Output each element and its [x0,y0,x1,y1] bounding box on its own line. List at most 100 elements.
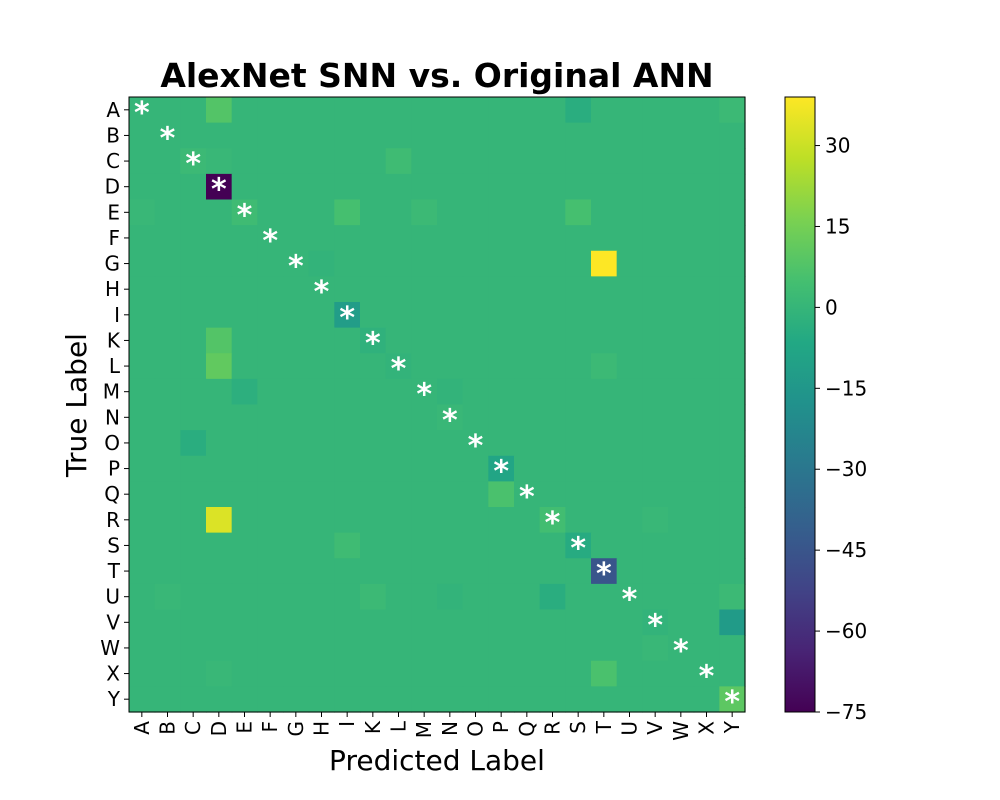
heatmap-cell-C-O [462,148,489,175]
heatmap-cell-W-F [257,635,284,662]
heatmap-cell-P-Y [719,455,746,482]
heatmap-cell-C-A [129,148,156,175]
heatmap-cell-R-L [385,507,412,534]
heatmap-cell-V-S [565,609,592,636]
heatmap-cell-I-W [668,302,695,329]
heatmap-cell-Y-P [488,686,515,713]
heatmap-cell-P-D [206,455,233,482]
heatmap-cell-I-X [693,302,720,329]
heatmap-cell-V-W [668,609,695,636]
heatmap-cell-R-W [668,507,695,534]
heatmap-cell-X-A [129,660,156,687]
heatmap-cell-E-X [693,199,720,226]
heatmap-cell-O-M [411,430,438,457]
heatmap-cell-K-C [180,327,207,354]
heatmap-cell-X-X [693,660,720,687]
heatmap-cell-G-D [206,250,233,277]
heatmap-cell-O-C [180,430,207,457]
heatmap-cell-Y-B [154,686,181,713]
y-tick-label: Y [107,687,121,711]
x-tick-label: L [387,720,411,732]
heatmap-cell-W-L [385,635,412,662]
heatmap-cell-O-R [539,430,566,457]
heatmap-cell-U-U [616,583,643,611]
heatmap-cell-X-H [308,660,335,687]
heatmap-cell-C-Q [514,148,541,175]
heatmap-cell-P-T [591,455,618,482]
heatmap-cell-Q-U [616,481,643,508]
heatmap-cell-X-D [206,660,233,687]
heatmap-cell-E-D [206,199,233,226]
heatmap-cell-G-C [180,250,207,277]
heatmap-cell-P-H [308,455,335,482]
heatmap-cell-M-B [154,378,181,406]
heatmap-cell-W-E [231,635,258,662]
heatmap-cell-H-X [693,276,720,303]
heatmap-cell-U-S [565,583,592,611]
heatmap-cell-E-P [488,199,515,226]
heatmap-cell-D-V [642,173,669,201]
heatmap-cell-X-V [642,660,669,687]
heatmap-cell-S-G [283,532,310,559]
heatmap-cell-F-W [668,225,695,252]
heatmap-cell-A-H [308,97,335,124]
heatmap-cell-A-V [642,97,669,124]
heatmap-cell-K-V [642,327,669,354]
heatmap-cell-C-E [231,148,258,175]
heatmap-cell-S-A [129,532,156,559]
heatmap-cell-K-P [488,327,515,354]
heatmap-cell-B-Y [719,122,746,149]
heatmap-cell-B-T [591,122,618,149]
heatmap-cell-V-M [411,609,438,636]
heatmap-cell-U-C [180,583,207,611]
heatmap-cell-H-I [334,276,361,303]
heatmap-cell-Q-D [206,481,233,508]
heatmap-cell-H-B [154,276,181,303]
heatmap-cell-W-H [308,635,335,662]
heatmap-cell-W-Y [719,635,746,662]
heatmap-cell-S-T [591,532,618,559]
heatmap-cell-I-H [308,302,335,329]
heatmap-cell-D-I [334,173,361,201]
diagonal-marker: * [237,198,253,233]
heatmap-cell-Q-C [180,481,207,508]
heatmap-cell-D-U [616,173,643,201]
heatmap-cell-X-K [360,660,387,687]
heatmap-cell-F-E [231,225,258,252]
heatmap-cell-X-O [462,660,489,687]
heatmap-cell-A-W [668,97,695,124]
heatmap-cell-N-C [180,404,207,431]
y-tick-label: G [105,252,121,276]
heatmap-cell-T-L [385,558,412,585]
heatmap-cell-W-G [283,635,310,662]
heatmap-cell-M-E [231,378,258,406]
heatmap-cell-E-R [539,199,566,226]
heatmap-cell-L-F [257,353,284,380]
heatmap-cell-F-M [411,225,438,252]
heatmap-cell-C-H [308,148,335,175]
heatmap-cell-N-Q [514,404,541,431]
heatmap-cell-C-X [693,148,720,175]
heatmap-cell-F-L [385,225,412,252]
heatmap-cell-B-H [308,122,335,149]
heatmap-cell-E-T [591,199,618,226]
diagonal-marker: * [622,583,638,618]
x-tick-label: E [233,721,257,734]
heatmap-cell-B-D [206,122,233,149]
heatmap-cell-E-S [565,199,592,226]
heatmap-cell-U-N [437,583,464,611]
heatmap-cell-X-T [591,660,618,687]
heatmap-cell-X-R [539,660,566,687]
heatmap-cell-F-B [154,225,181,252]
heatmap-cell-H-P [488,276,515,303]
colorbar-tick-label: −15 [825,376,867,400]
heatmap-cell-Y-A [129,686,156,713]
diagonal-marker: * [519,480,535,515]
heatmap-cell-Y-E [231,686,258,713]
heatmap-cell-K-G [283,327,310,354]
heatmap-cell-K-M [411,327,438,354]
heatmap-cell-X-E [231,660,258,687]
heatmap-cell-W-W [668,635,695,662]
heatmap-cell-P-N [437,455,464,482]
